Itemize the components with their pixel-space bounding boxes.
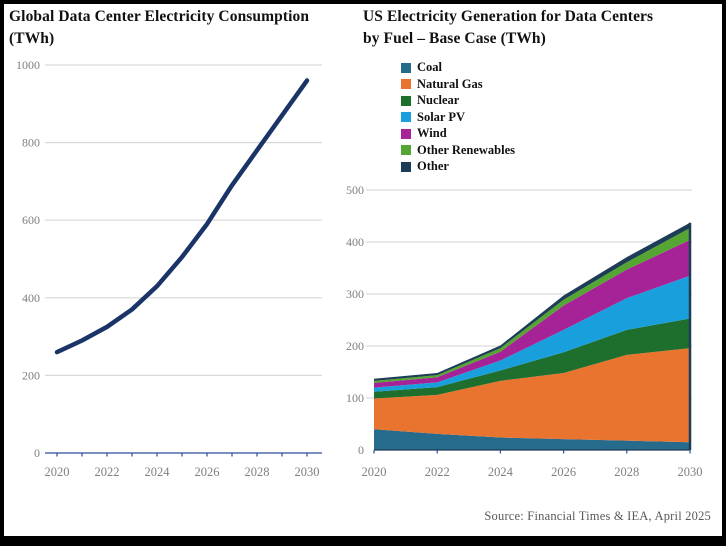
legend-swatch-other: [401, 161, 411, 172]
tick-label: 2024: [488, 465, 514, 479]
tick-label: 1000: [16, 58, 40, 72]
tick-label: 0: [34, 446, 40, 460]
legend-swatch-nuclear: [401, 95, 411, 106]
legend-swatch-coal: [401, 62, 411, 73]
tick-label: 400: [346, 235, 364, 249]
legend-swatch-other-renewables: [401, 145, 411, 155]
area-series-coal: [374, 429, 690, 450]
legend-item: Wind: [401, 127, 515, 140]
legend-label: Coal: [417, 60, 442, 74]
area-series-natural-gas: [374, 348, 690, 443]
left-chart-title: Global Data Center Electricity Consumpti…: [9, 6, 359, 50]
legend-item: Solar PV: [401, 109, 515, 124]
legend-item: Other Renewables: [401, 142, 516, 157]
tick-label: 600: [22, 213, 40, 227]
legend-label: Other Renewables: [417, 142, 516, 157]
left-chart-title-line1: Global Data Center Electricity Consumpti…: [9, 8, 310, 25]
tick-label: 400: [22, 291, 40, 305]
legend-label: Other: [417, 159, 449, 173]
tick-label: 2026: [195, 465, 220, 479]
right-chart-title-line1: US Electricity Generation for Data Cente…: [363, 8, 654, 25]
legend-swatch-natural-gas: [401, 79, 411, 89]
legend-item: Nuclear: [401, 94, 515, 107]
tick-label: 2026: [551, 465, 576, 479]
tick-label: 2030: [295, 465, 320, 479]
tick-label: 2028: [614, 465, 639, 479]
tick-label: 300: [346, 287, 364, 301]
legend-label: Solar PV: [417, 109, 466, 124]
tick-label: 200: [346, 339, 364, 353]
tick-label: 100: [346, 391, 364, 405]
area-series-nuclear: [374, 318, 690, 399]
right-chart-title-line2: by Fuel – Base Case (TWh): [363, 30, 546, 47]
right-chart-title: US Electricity Generation for Data Cente…: [363, 6, 722, 50]
legend-label: Nuclear: [417, 93, 460, 107]
tick-label: 200: [22, 368, 40, 382]
tick-label: 0: [358, 443, 364, 457]
tick-label: 2022: [425, 465, 450, 479]
legend-item: Natural Gas: [401, 76, 515, 91]
left-line-chart: 0 200 400 600 800 1000 2020 2022 2024 2026 2028 203…: [16, 58, 322, 479]
consumption-line-series: [54, 78, 310, 355]
tick-label: 2020: [362, 465, 387, 479]
tick-label: 2030: [678, 465, 703, 479]
tick-label: 2024: [145, 465, 171, 479]
legend-label: Wind: [417, 126, 447, 140]
tick-label: 2022: [95, 465, 120, 479]
legend-swatch-solar-pv: [401, 112, 411, 122]
right-stacked-area-chart: 0 100 200 300 400 500 2020 2022 2024 2026 2028 2030: [346, 183, 703, 479]
legend-swatch-wind: [401, 128, 411, 139]
right-chart-legend: Coal Natural Gas Nuclear Solar PV Wind Other …: [401, 61, 515, 173]
legend-item: Coal: [401, 61, 515, 74]
left-chart-title-line2: (TWh): [9, 30, 55, 47]
legend-label: Natural Gas: [417, 76, 483, 91]
tick-label: 800: [22, 136, 40, 150]
area-series-solar-pv: [374, 275, 690, 392]
tick-label: 2020: [45, 465, 70, 479]
tick-label: 2028: [245, 465, 270, 479]
tick-label: 500: [346, 183, 364, 197]
legend-item: Other: [401, 160, 515, 173]
source-attribution: Source: Financial Times & IEA, April 202…: [484, 509, 711, 523]
